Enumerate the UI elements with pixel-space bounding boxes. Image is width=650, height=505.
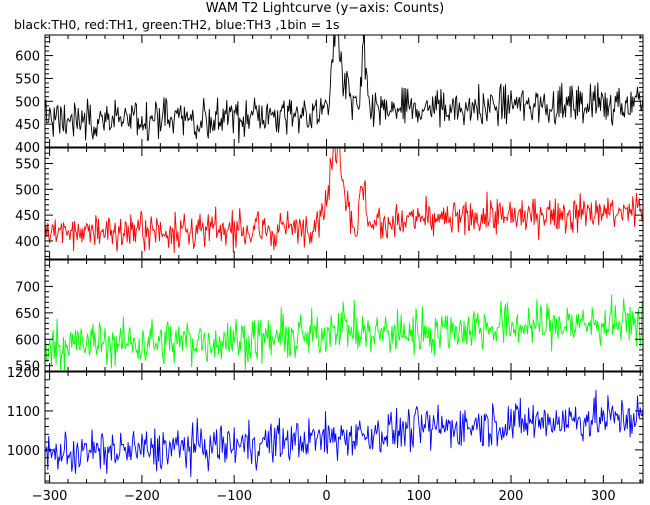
x-tick-label: 100 (406, 489, 431, 504)
series-line-th0 (45, 35, 643, 144)
panel-frame-th0 (44, 34, 644, 148)
x-tick-label: −200 (124, 489, 160, 504)
x-tick-label: −300 (32, 489, 68, 504)
x-tick-label: −100 (216, 489, 252, 504)
chart-subtitle: black:TH0, red:TH1, green:TH2, blue:TH3 … (14, 17, 340, 32)
series-line-th3 (45, 389, 643, 478)
panel-frame-th2 (44, 259, 644, 372)
y-tick-label: 1200 (7, 366, 40, 381)
y-tick-label: 550 (15, 72, 40, 87)
y-tick-label: 600 (15, 333, 40, 348)
x-tick-label: 300 (591, 489, 616, 504)
series-line-th2 (45, 294, 643, 371)
y-tick-label: 650 (15, 307, 40, 322)
y-tick-label: 550 (15, 360, 40, 375)
y-tick-label: 400 (15, 235, 40, 250)
panel-frame-th3 (44, 371, 644, 484)
y-tick-label: 550 (15, 157, 40, 172)
y-tick-label: 450 (15, 209, 40, 224)
y-tick-label: 1000 (7, 444, 40, 459)
series-line-th1 (45, 148, 643, 254)
chart-title: WAM T2 Lightcurve (y−axis: Counts) (205, 1, 445, 16)
x-tick-label: 0 (322, 489, 330, 504)
y-tick-label: 600 (15, 50, 40, 65)
y-tick-label: 500 (15, 183, 40, 198)
y-tick-label: 700 (15, 280, 40, 295)
y-tick-label: 500 (15, 95, 40, 110)
panel-frame-th1 (44, 147, 644, 260)
y-tick-label: 450 (15, 118, 40, 133)
x-tick-label: 200 (499, 489, 524, 504)
y-tick-label: 400 (15, 141, 40, 156)
y-tick-label: 1100 (7, 405, 40, 420)
